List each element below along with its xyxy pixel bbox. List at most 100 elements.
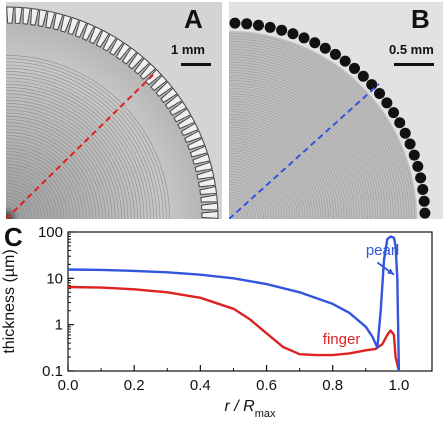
- pearl-drop: [264, 21, 276, 33]
- x-tick-label: 1.0: [388, 377, 409, 394]
- panel-b-label: B: [411, 4, 430, 34]
- pearl-drop: [404, 138, 416, 150]
- finger-shape: [109, 37, 124, 56]
- series-label-pearl: pearl: [366, 242, 399, 259]
- finger-shape: [52, 12, 64, 31]
- finger-shape: [115, 42, 131, 61]
- pearl-drop: [287, 28, 299, 40]
- finger-shape: [187, 137, 206, 151]
- y-axis: 0.1 1 10 100: [38, 224, 74, 380]
- finger-shape: [173, 108, 192, 123]
- pearl-drop: [418, 195, 430, 207]
- panel-a-image: A 1 mm: [6, 2, 222, 219]
- pearl-drop: [415, 172, 427, 184]
- finger-shape: [192, 153, 211, 165]
- pearl-drop: [394, 117, 406, 129]
- finger-shape: [150, 74, 168, 92]
- pearl-drop: [309, 37, 321, 49]
- panel-a-drawing: [6, 2, 222, 219]
- pearl-drop: [399, 127, 411, 139]
- finger-shape: [196, 169, 215, 180]
- series-line-pearl: [67, 235, 401, 372]
- pearl-drop: [298, 32, 310, 44]
- pearl-drop: [412, 160, 424, 172]
- pearl-drop: [419, 207, 431, 219]
- pearl-drop: [276, 24, 288, 36]
- pearl-arrow: [376, 261, 395, 276]
- panel-b-image: B 0.5 mm: [229, 2, 443, 219]
- panel-c-label: C: [4, 222, 23, 252]
- thickness-chart: 0.1 1 10 100 0.0 0.2 0.4 0.6 0.8 1.0 thickness (…: [1, 224, 433, 420]
- finger-shape: [60, 14, 72, 33]
- finger-shape: [88, 26, 103, 45]
- y-tick-label: 1: [55, 317, 63, 334]
- finger-shape: [74, 19, 88, 38]
- finger-shape: [127, 52, 144, 70]
- finger-shape: [67, 16, 80, 36]
- finger-shape: [199, 185, 218, 195]
- pearl-drop: [229, 17, 241, 29]
- finger-shape: [37, 9, 48, 28]
- y-axis-label: thickness (µm): [1, 249, 18, 353]
- series-label-finger: finger: [323, 331, 361, 348]
- panel-a-label: A: [184, 4, 203, 34]
- finger-shape: [194, 161, 213, 173]
- x-axis-label-sub: max: [255, 408, 276, 420]
- pearl-drop: [417, 184, 429, 196]
- pearl-drop: [381, 97, 393, 109]
- x-axis-label-main: r / R: [225, 398, 256, 415]
- finger-shape: [201, 210, 219, 219]
- finger-shape: [22, 7, 31, 25]
- finger-shape: [160, 87, 178, 104]
- finger-shape: [189, 145, 209, 158]
- pearl-drop: [366, 79, 378, 91]
- pearl-drop: [357, 70, 369, 82]
- plot-frame: [67, 231, 433, 372]
- finger-shape: [145, 68, 162, 86]
- finger-shape: [45, 10, 56, 29]
- finger-shape: [200, 194, 218, 203]
- x-tick-label: 0.2: [124, 377, 145, 394]
- finger-shape: [133, 57, 151, 75]
- y-tick-label: 100: [38, 224, 63, 241]
- pearl-drop: [348, 62, 360, 74]
- finger-shape: [177, 115, 196, 130]
- finger-shape: [139, 63, 157, 80]
- finger-shape: [6, 6, 15, 24]
- pearl-drop: [319, 42, 331, 54]
- panel-a-scale-bar: [181, 63, 211, 66]
- finger-shape: [164, 94, 183, 110]
- pearl-drop: [329, 48, 341, 60]
- pearl-drop: [388, 107, 400, 119]
- finger-shape: [180, 122, 199, 137]
- x-tick-label: 0.4: [190, 377, 211, 394]
- pearl-drop: [252, 19, 264, 31]
- finger-shape: [81, 22, 95, 41]
- pearl-drop: [374, 88, 386, 100]
- x-axis: 0.0 0.2 0.4 0.6 0.8 1.0: [58, 365, 409, 394]
- finger-shape: [155, 81, 173, 98]
- finger-shape: [14, 6, 23, 24]
- panel-b-drawing: [229, 2, 443, 219]
- finger-shape: [95, 29, 110, 48]
- series-line-finger: [67, 285, 401, 372]
- finger-shape: [197, 177, 216, 188]
- x-tick-label: 0.0: [58, 377, 79, 394]
- finger-shape: [30, 7, 40, 26]
- y-tick-label: 0.1: [42, 363, 63, 380]
- x-tick-label: 0.8: [322, 377, 343, 394]
- finger-shape: [201, 202, 219, 211]
- panel-b-scale-text: 0.5 mm: [389, 42, 434, 57]
- finger-shape: [169, 101, 188, 116]
- pearl-drop: [408, 149, 420, 161]
- pearl-drop: [339, 55, 351, 67]
- x-axis-label: r / Rmax: [225, 398, 276, 420]
- panel-b-scale-bar: [394, 63, 434, 66]
- finger-shape: [184, 130, 203, 144]
- y-tick-label: 10: [46, 270, 63, 287]
- finger-shape: [121, 47, 138, 65]
- pearl-arrow-head: [387, 268, 394, 275]
- panel-a-scale-text: 1 mm: [171, 42, 205, 57]
- pearl-drop: [241, 18, 253, 30]
- finger-shape: [102, 33, 117, 52]
